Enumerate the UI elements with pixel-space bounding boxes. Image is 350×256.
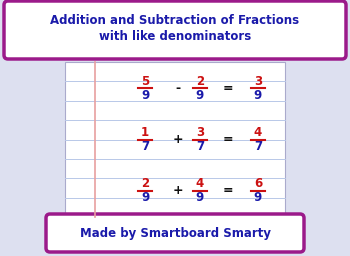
Text: =: =	[223, 133, 233, 146]
Text: 9: 9	[254, 89, 262, 102]
FancyBboxPatch shape	[65, 62, 285, 217]
Text: 7: 7	[254, 140, 262, 153]
Text: 9: 9	[196, 191, 204, 204]
Text: 5: 5	[141, 75, 149, 88]
Text: 3: 3	[254, 75, 262, 88]
Text: 9: 9	[141, 89, 149, 102]
Text: 6: 6	[254, 177, 262, 190]
Text: =: =	[223, 184, 233, 197]
Text: Addition and Subtraction of Fractions: Addition and Subtraction of Fractions	[50, 15, 300, 27]
Text: 4: 4	[196, 177, 204, 190]
Text: 4: 4	[254, 126, 262, 139]
Text: 1: 1	[141, 126, 149, 139]
Text: 3: 3	[196, 126, 204, 139]
Text: =: =	[223, 82, 233, 95]
Text: 9: 9	[141, 191, 149, 204]
FancyBboxPatch shape	[46, 214, 304, 252]
Text: 2: 2	[196, 75, 204, 88]
Text: with like denominators: with like denominators	[99, 30, 251, 44]
Text: 9: 9	[254, 191, 262, 204]
FancyBboxPatch shape	[4, 1, 346, 59]
Text: Made by Smartboard Smarty: Made by Smartboard Smarty	[79, 227, 271, 240]
Text: 2: 2	[141, 177, 149, 190]
Text: 9: 9	[196, 89, 204, 102]
Text: +: +	[173, 133, 183, 146]
Text: 7: 7	[141, 140, 149, 153]
Text: +: +	[173, 184, 183, 197]
Text: -: -	[175, 82, 181, 95]
Text: 7: 7	[196, 140, 204, 153]
